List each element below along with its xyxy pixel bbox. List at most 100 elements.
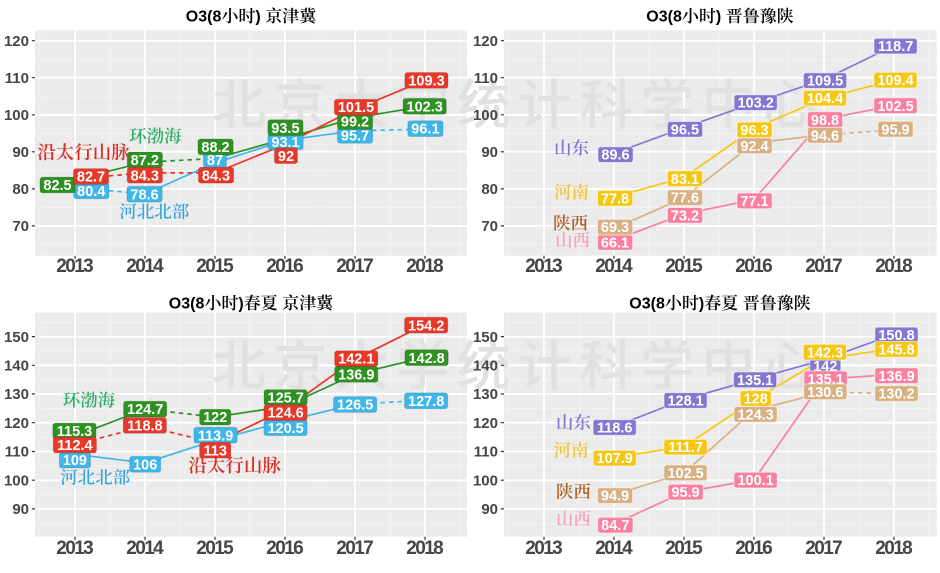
svg-text:130.2: 130.2: [878, 387, 914, 403]
svg-text:2017: 2017: [805, 538, 843, 559]
svg-text:70: 70: [481, 218, 498, 235]
svg-text:127.8: 127.8: [408, 394, 444, 410]
svg-text:2015: 2015: [665, 538, 703, 559]
svg-text:89.6: 89.6: [601, 148, 629, 164]
svg-text:82.5: 82.5: [43, 178, 71, 194]
svg-text:2018: 2018: [875, 256, 913, 277]
svg-text:2014: 2014: [595, 256, 633, 277]
svg-text:2018: 2018: [875, 538, 913, 559]
svg-text:80.4: 80.4: [77, 184, 105, 200]
svg-text:122: 122: [203, 410, 227, 426]
svg-text:111.7: 111.7: [668, 440, 703, 456]
svg-text:109.3: 109.3: [408, 74, 444, 90]
svg-text:135.1: 135.1: [737, 373, 773, 389]
svg-text:O3(8: O3(8: [629, 296, 665, 313]
svg-text:70: 70: [12, 218, 29, 235]
svg-text:98.8: 98.8: [811, 113, 839, 129]
svg-text:2015: 2015: [196, 256, 234, 277]
svg-text:66.1: 66.1: [601, 236, 629, 252]
svg-text:154.2: 154.2: [408, 318, 444, 334]
svg-text:2014: 2014: [126, 256, 164, 277]
svg-text:90: 90: [481, 144, 498, 161]
svg-text:128: 128: [744, 392, 768, 408]
svg-text:): ): [716, 9, 726, 26]
svg-text:2017: 2017: [805, 256, 843, 277]
svg-text:126.5: 126.5: [337, 398, 373, 414]
svg-text:2017: 2017: [336, 538, 374, 559]
svg-text:145.8: 145.8: [878, 342, 914, 358]
svg-text:2016: 2016: [735, 256, 773, 277]
svg-text:): ): [238, 296, 243, 313]
svg-text:125.7: 125.7: [268, 391, 304, 407]
svg-text:87.2: 87.2: [131, 153, 159, 169]
svg-text:2013: 2013: [525, 256, 563, 277]
svg-text:2013: 2013: [56, 256, 94, 277]
svg-text:109: 109: [63, 453, 87, 469]
svg-text:130: 130: [473, 386, 498, 403]
svg-text:90: 90: [12, 144, 29, 161]
svg-text:87: 87: [207, 153, 223, 169]
svg-text:78.6: 78.6: [130, 187, 158, 203]
svg-text:2018: 2018: [406, 538, 444, 559]
svg-text:118.8: 118.8: [127, 419, 163, 435]
svg-text:2015: 2015: [196, 538, 234, 559]
svg-text:110: 110: [5, 444, 29, 461]
svg-text:120: 120: [473, 415, 498, 432]
svg-text:2014: 2014: [595, 538, 633, 559]
svg-text:107.9: 107.9: [597, 451, 633, 467]
svg-text:102.3: 102.3: [407, 99, 443, 115]
svg-text:88.2: 88.2: [201, 140, 229, 156]
svg-text:100.1: 100.1: [737, 473, 773, 489]
svg-text:92.4: 92.4: [740, 139, 768, 155]
svg-text:80: 80: [12, 181, 29, 198]
svg-text:92: 92: [278, 149, 294, 165]
svg-text:80: 80: [481, 181, 498, 198]
svg-text:96.5: 96.5: [671, 123, 699, 139]
svg-text:2016: 2016: [266, 538, 304, 559]
svg-text:120: 120: [4, 33, 29, 50]
svg-text:96.3: 96.3: [740, 123, 768, 139]
svg-text:84.7: 84.7: [601, 518, 629, 534]
svg-text:106: 106: [133, 457, 157, 473]
svg-text:142.3: 142.3: [807, 345, 843, 361]
svg-text:84.3: 84.3: [202, 168, 230, 184]
svg-text:94.9: 94.9: [601, 489, 629, 505]
svg-text:124.6: 124.6: [267, 406, 303, 422]
svg-text:2013: 2013: [525, 538, 563, 559]
svg-text:150: 150: [473, 329, 498, 346]
svg-text:2013: 2013: [56, 538, 94, 559]
svg-text:84.3: 84.3: [131, 168, 159, 184]
svg-text:99.2: 99.2: [341, 115, 369, 131]
svg-text:110: 110: [474, 444, 498, 461]
svg-text:96.1: 96.1: [411, 122, 439, 138]
svg-text:95.9: 95.9: [671, 485, 699, 501]
svg-text:136.9: 136.9: [878, 369, 914, 385]
svg-text:112.4: 112.4: [57, 438, 93, 454]
svg-text:140: 140: [473, 358, 498, 375]
svg-text:73.2: 73.2: [671, 209, 699, 225]
svg-text:120: 120: [4, 415, 29, 432]
svg-text:): ): [699, 296, 704, 313]
svg-text:77.1: 77.1: [740, 194, 768, 210]
svg-text:140: 140: [4, 358, 29, 375]
svg-text:2014: 2014: [126, 538, 164, 559]
svg-text:110: 110: [5, 70, 29, 87]
svg-text:2015: 2015: [665, 256, 703, 277]
svg-text:113: 113: [203, 443, 226, 459]
svg-text:110: 110: [474, 70, 498, 87]
svg-text:128.1: 128.1: [667, 394, 703, 410]
svg-text:102.5: 102.5: [667, 466, 703, 482]
svg-text:100: 100: [4, 107, 29, 124]
svg-text:93.5: 93.5: [271, 121, 299, 137]
svg-text:102.5: 102.5: [877, 99, 913, 115]
svg-text:109.5: 109.5: [807, 74, 843, 90]
svg-text:95.9: 95.9: [881, 122, 909, 138]
svg-text:90: 90: [481, 501, 498, 518]
svg-text:2016: 2016: [735, 538, 773, 559]
svg-text:124.7: 124.7: [127, 402, 163, 418]
svg-text:2017: 2017: [336, 256, 374, 277]
svg-text:113.9: 113.9: [198, 428, 234, 444]
svg-text:2016: 2016: [266, 256, 304, 277]
svg-text:142.1: 142.1: [338, 352, 374, 368]
svg-text:): ): [255, 9, 265, 26]
